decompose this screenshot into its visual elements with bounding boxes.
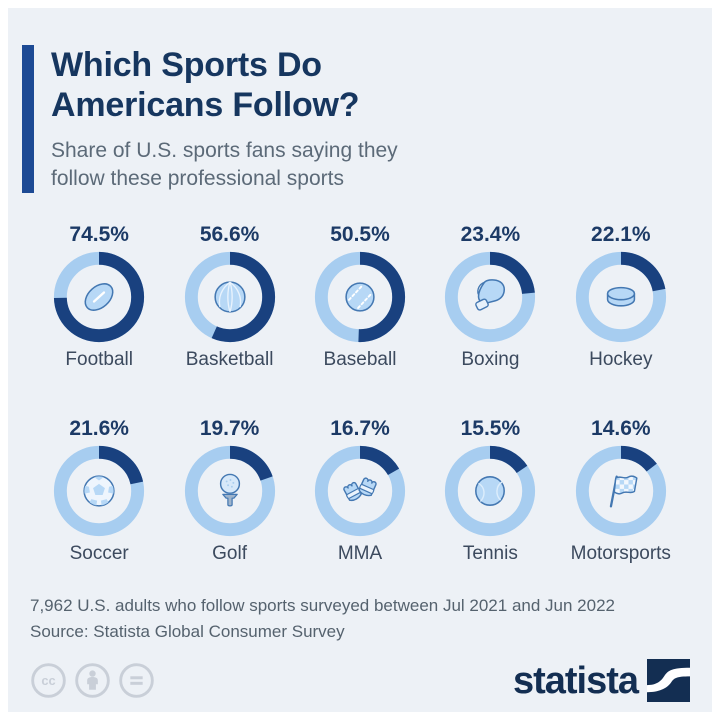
statista-logo-mark-icon [647,659,690,707]
boxing-glove-icon [475,278,506,311]
checkered-flag-icon [609,475,638,508]
donut-label: Baseball [323,348,397,370]
donut-cell-motorsports: 14.6% Motorsports [556,417,686,565]
donut-value: 19.7% [199,416,260,440]
donut-cell-golf: 19.7% Golf [164,417,294,565]
donut-value: 74.5% [69,222,129,246]
donut-chart [314,251,406,342]
donut-cell-basketball: 56.6% Basketball [164,223,294,371]
statista-logo[interactable]: statista [513,659,690,707]
chart-title-line2: Americans Follow? [51,86,360,125]
golf-ball-icon [219,473,240,507]
statista-logo-text: statista [512,660,639,703]
tennis-ball-icon [475,475,506,506]
baseball-icon [345,281,375,312]
infographic-card: Which Sports Do Americans Follow? Share … [8,8,712,712]
donut-label: Hockey [589,348,653,370]
header: Which Sports Do Americans Follow? Share … [22,45,698,193]
donut-grid: 74.5% Football 56.6% Basketball 50.5% Basebal… [22,223,698,565]
basketball-icon [213,281,246,313]
survey-note: 7,962 U.S. adults who follow sports surv… [30,595,615,615]
donut-label: MMA [337,542,383,564]
donut-value: 56.6% [199,222,260,246]
donut-label: Boxing [461,348,520,370]
donut-chart [54,445,145,536]
donut-chart [184,251,275,342]
title-accent-bar [22,45,34,193]
donut-cell-baseball: 50.5% Baseball [295,223,425,371]
cc-by-icon[interactable] [74,662,111,704]
donut-chart [575,251,666,342]
chart-title: Which Sports Do Americans Follow? [51,45,398,125]
soccer-ball-icon [83,475,115,507]
hockey-puck-icon [606,286,635,307]
donut-cell-boxing: 23.4% Boxing [425,223,555,371]
footer: 7,962 U.S. adults who follow sports surv… [22,593,698,708]
donut-cell-football: 74.5% Football [34,223,164,371]
donut-label: Tennis [462,542,518,564]
cc-icon[interactable]: cc [30,662,67,704]
donut-chart [184,445,275,536]
donut-label: Football [65,348,133,370]
football-icon [84,282,114,311]
donut-label: Motorsports [570,542,671,564]
donut-label: Soccer [69,542,129,564]
donut-value: 14.6% [591,416,651,440]
donut-chart [445,251,536,342]
donut-value: 50.5% [330,222,390,246]
mma-gloves-icon [343,477,377,501]
donut-cell-tennis: 15.5% Tennis [425,417,555,565]
svg-text:cc: cc [41,674,55,689]
donut-label: Basketball [185,348,274,370]
donut-cell-mma: 16.7% MMA [295,417,425,565]
donut-label: Golf [212,542,248,564]
donut-value: 16.7% [330,416,390,440]
donut-value: 15.5% [460,416,521,440]
donut-cell-soccer: 21.6% Soccer [34,417,164,565]
donut-value: 22.1% [591,222,651,246]
chart-subtitle-line1: Share of U.S. sports fans saying they [51,139,398,163]
donut-value: 21.6% [69,416,129,440]
chart-title-line1: Which Sports Do [51,46,322,84]
donut-chart [54,251,145,342]
chart-subtitle-line2: follow these professional sports [51,166,344,190]
chart-subtitle: Share of U.S. sports fans saying they fo… [51,137,398,192]
donut-value: 23.4% [460,222,521,246]
cc-nd-icon[interactable] [118,662,155,704]
donut-chart [575,445,666,536]
source-note: Source: Statista Global Consumer Survey [30,622,345,641]
donut-chart [445,445,536,536]
donut-cell-hockey: 22.1% Hockey [556,223,686,371]
license-icons: cc [30,662,155,704]
donut-chart [314,445,406,536]
